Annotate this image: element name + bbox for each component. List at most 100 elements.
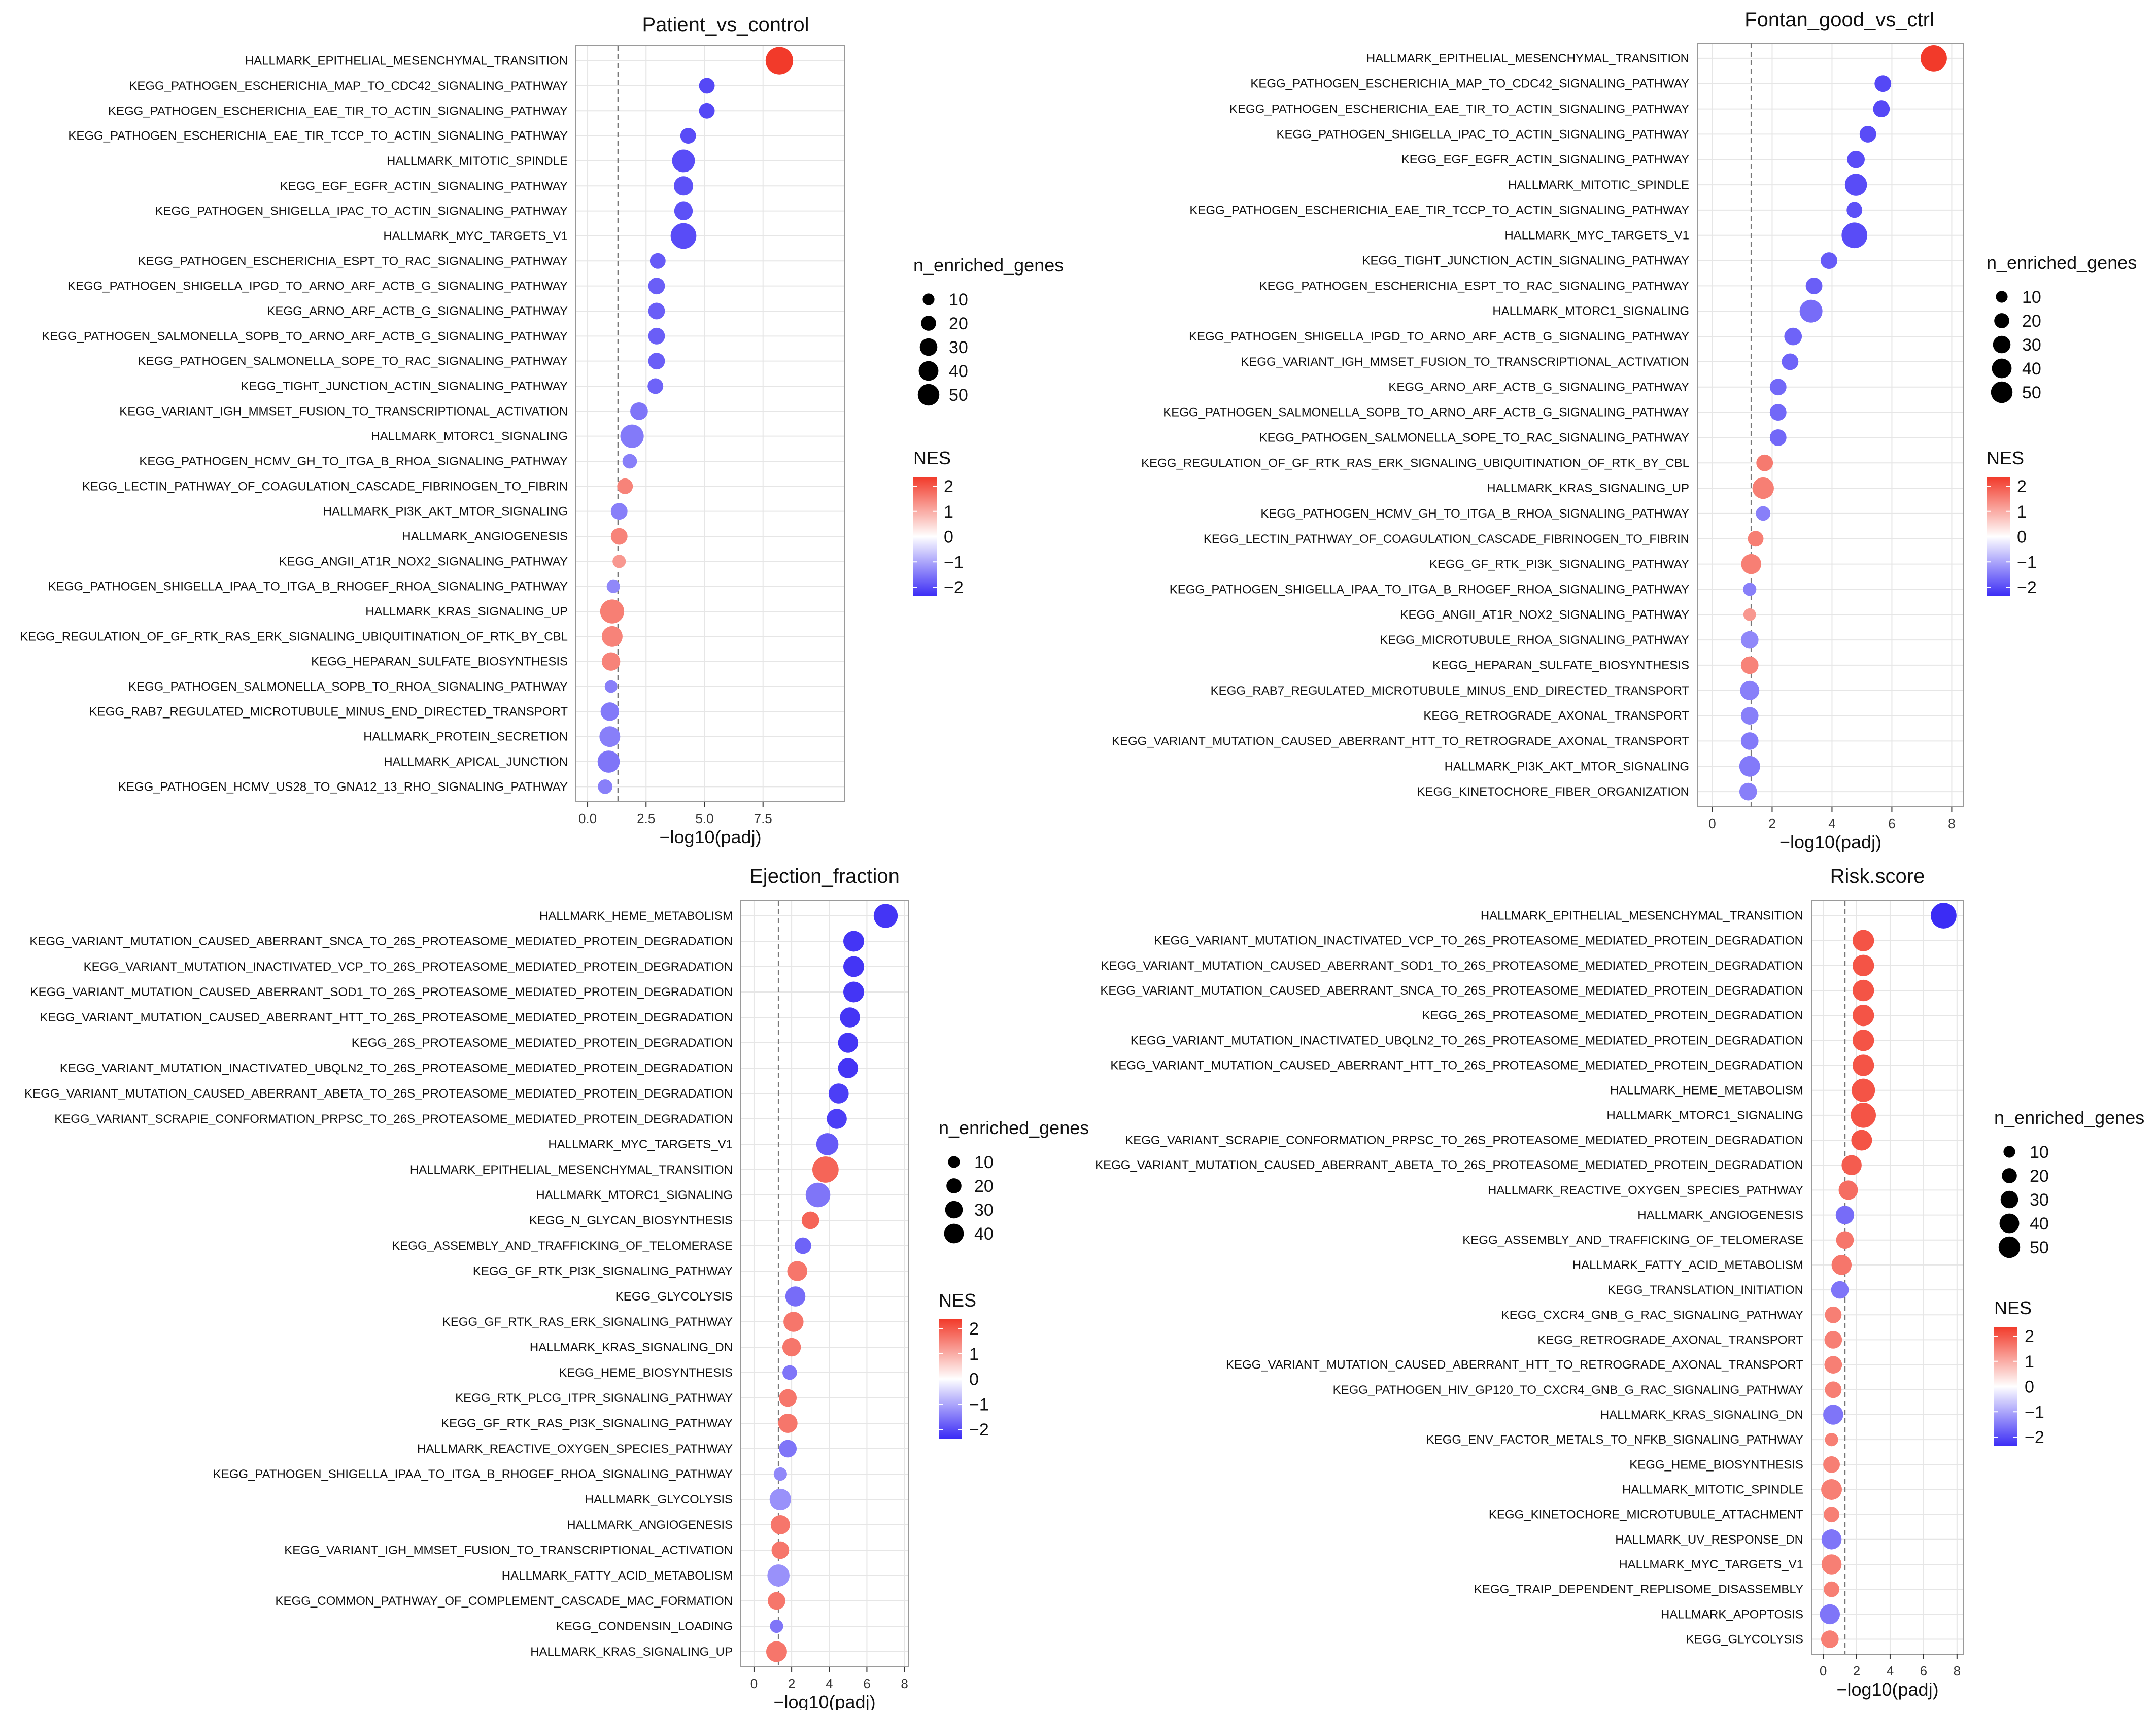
size-legend-dot bbox=[2002, 1168, 2017, 1183]
data-point bbox=[1851, 1103, 1876, 1128]
pathway-label: KEGG_GF_RTK_RAS_PI3K_SIGNALING_PATHWAY bbox=[441, 1417, 733, 1430]
pathway-label: KEGG_PATHOGEN_SALMONELLA_SOPB_TO_RHOA_SI… bbox=[128, 680, 568, 694]
data-point bbox=[1841, 1155, 1862, 1175]
data-point bbox=[1851, 1130, 1872, 1151]
pathway-label: KEGG_ARNO_ARF_ACTB_G_SIGNALING_PATHWAY bbox=[267, 304, 568, 318]
x-tick-label: 8 bbox=[901, 1676, 908, 1691]
data-point bbox=[778, 1413, 798, 1433]
data-point bbox=[1740, 656, 1759, 674]
data-point bbox=[840, 1007, 860, 1028]
size-legend: n_enriched_genes 10 20 30 40 50 bbox=[1987, 252, 2137, 403]
data-point bbox=[1831, 1255, 1852, 1275]
color-bar-label: 1 bbox=[2017, 502, 2027, 522]
data-point bbox=[601, 626, 623, 647]
data-point bbox=[1769, 429, 1787, 446]
data-point bbox=[1853, 930, 1874, 951]
data-point bbox=[843, 981, 864, 1003]
pathway-label: KEGG_N_GLYCAN_BIOSYNTHESIS bbox=[529, 1214, 733, 1227]
panel-4: Risk.score HALLMARK_EPITHELIAL_MESENCHYMA… bbox=[1095, 865, 2144, 1700]
data-point bbox=[782, 1365, 797, 1380]
pathway-label: KEGG_PATHOGEN_SHIGELLA_IPAC_TO_ACTIN_SIG… bbox=[155, 204, 568, 218]
x-axis-title: −log10(padj) bbox=[1779, 832, 1881, 852]
size-legend-dot bbox=[1992, 358, 2012, 379]
data-point bbox=[782, 1338, 801, 1357]
data-point bbox=[1825, 1433, 1838, 1447]
pathway-label: KEGG_PATHOGEN_ESCHERICHIA_ESPT_TO_RAC_SI… bbox=[1259, 279, 1689, 293]
size-legend-label: 40 bbox=[949, 362, 968, 381]
x-tick-label: 4 bbox=[1887, 1663, 1894, 1679]
size-legend-title: n_enriched_genes bbox=[1987, 252, 2137, 273]
data-point bbox=[1752, 477, 1774, 499]
data-point bbox=[1853, 979, 1874, 1002]
chart-title: Fontan_good_vs_ctrl bbox=[1744, 9, 1934, 31]
pathway-label: HALLMARK_GLYCOLYSIS bbox=[585, 1493, 733, 1507]
data-point bbox=[1921, 45, 1947, 72]
x-tick-label: 2.5 bbox=[637, 811, 655, 826]
pathway-label: HALLMARK_EPITHELIAL_MESENCHYMAL_TRANSITI… bbox=[1366, 52, 1689, 65]
size-legend: n_enriched_genes 10 20 30 40 bbox=[939, 1117, 1089, 1244]
data-point bbox=[1820, 1604, 1840, 1625]
data-point bbox=[1838, 1180, 1858, 1200]
data-point bbox=[1824, 1356, 1842, 1374]
pathway-label: HALLMARK_HEME_METABOLISM bbox=[539, 909, 733, 923]
data-point bbox=[606, 579, 620, 593]
pathway-label: KEGG_PATHOGEN_SHIGELLA_IPAA_TO_ITGA_B_RH… bbox=[213, 1467, 733, 1481]
color-legend-title: NES bbox=[913, 448, 951, 468]
data-point bbox=[648, 302, 665, 320]
pathway-label: HALLMARK_MYC_TARGETS_V1 bbox=[1619, 1558, 1803, 1571]
data-point bbox=[610, 503, 628, 520]
data-point bbox=[1784, 327, 1802, 346]
data-point bbox=[1824, 1331, 1842, 1349]
size-legend-dot bbox=[918, 361, 939, 381]
pathway-label: KEGG_GLYCOLYSIS bbox=[615, 1290, 733, 1304]
size-legend-label: 10 bbox=[949, 290, 968, 310]
pathway-label: KEGG_PATHOGEN_SALMONELLA_SOPE_TO_RAC_SIG… bbox=[1259, 431, 1689, 444]
pathway-label: HALLMARK_KRAS_SIGNALING_UP bbox=[530, 1645, 733, 1659]
pathway-label: KEGG_CXCR4_GNB_G_RAC_SIGNALING_PATHWAY bbox=[1501, 1308, 1803, 1322]
data-point bbox=[1740, 631, 1759, 649]
pathway-label: KEGG_REGULATION_OF_GF_RTK_RAS_ERK_SIGNAL… bbox=[20, 630, 568, 643]
data-point bbox=[1844, 174, 1867, 196]
pathway-label: KEGG_LECTIN_PATHWAY_OF_COAGULATION_CASCA… bbox=[82, 480, 568, 493]
panel-2: Fontan_good_vs_ctrl HALLMARK_EPITHELIAL_M… bbox=[1112, 9, 2137, 852]
x-tick-label: 0 bbox=[750, 1676, 758, 1691]
color-bar-label: 2 bbox=[969, 1319, 979, 1339]
x-tick-label: 6 bbox=[1920, 1663, 1927, 1679]
data-point bbox=[630, 402, 648, 420]
data-point bbox=[812, 1156, 839, 1183]
data-point bbox=[801, 1211, 819, 1229]
data-point bbox=[838, 1033, 859, 1053]
color-bar-label: 0 bbox=[969, 1370, 979, 1389]
data-point bbox=[648, 327, 665, 345]
pathway-label: KEGG_PATHOGEN_SHIGELLA_IPGD_TO_ARNO_ARF_… bbox=[67, 280, 568, 293]
pathway-label: HALLMARK_APICAL_JUNCTION bbox=[384, 755, 568, 769]
pathway-label: KEGG_VARIANT_MUTATION_CAUSED_ABERRANT_AB… bbox=[24, 1087, 733, 1101]
pathway-label: HALLMARK_MYC_TARGETS_V1 bbox=[1504, 229, 1689, 243]
pathway-label: HALLMARK_KRAS_SIGNALING_DN bbox=[1600, 1408, 1803, 1422]
size-legend-label: 50 bbox=[2022, 383, 2041, 402]
size-legend: n_enriched_genes 10 20 30 40 50 bbox=[913, 255, 1064, 406]
data-point bbox=[787, 1261, 807, 1281]
data-point bbox=[674, 201, 693, 220]
data-point bbox=[843, 956, 864, 977]
data-point bbox=[1756, 506, 1771, 521]
pathway-label: HALLMARK_MITOTIC_SPINDLE bbox=[387, 154, 568, 168]
plot-border bbox=[1811, 900, 1964, 1655]
pathway-label: KEGG_HEPARAN_SULFATE_BIOSYNTHESIS bbox=[311, 655, 568, 669]
data-point bbox=[1740, 707, 1759, 725]
data-point bbox=[767, 1564, 790, 1587]
pathway-label: KEGG_VARIANT_SCRAPIE_CONFORMATION_PRPSC_… bbox=[1125, 1134, 1803, 1147]
data-point bbox=[794, 1237, 811, 1254]
data-point bbox=[1799, 299, 1823, 323]
data-point bbox=[770, 1515, 790, 1535]
color-bar-label: −1 bbox=[2025, 1403, 2044, 1422]
data-point bbox=[816, 1133, 839, 1155]
pathway-label: HALLMARK_EPITHELIAL_MESENCHYMAL_TRANSITI… bbox=[245, 54, 568, 68]
data-point bbox=[1782, 353, 1799, 370]
pathway-label: HALLMARK_REACTIVE_OXYGEN_SPECIES_PATHWAY bbox=[1488, 1183, 1803, 1197]
pathway-label: HALLMARK_ANGIOGENESIS bbox=[402, 530, 568, 543]
size-legend-title: n_enriched_genes bbox=[939, 1117, 1089, 1138]
x-tick-label: 8 bbox=[1954, 1663, 1961, 1679]
data-point bbox=[699, 102, 715, 119]
